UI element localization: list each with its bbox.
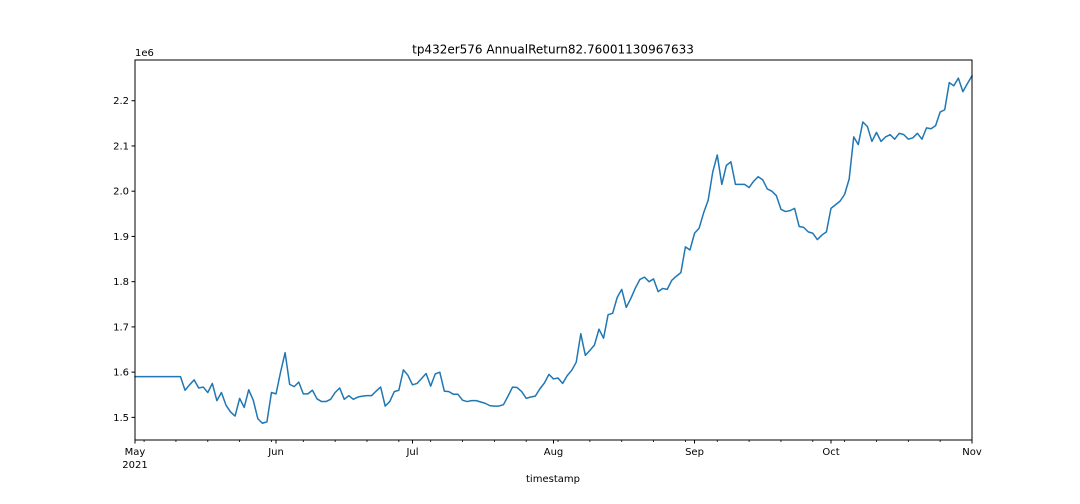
x-tick-sublabel: 2021 — [122, 460, 147, 471]
y-tick-label: 1.5 — [113, 413, 129, 424]
axes-frame — [134, 59, 973, 441]
y-tick-label: 2.0 — [113, 187, 129, 198]
x-tick-label: Jun — [267, 447, 284, 458]
y-scale-label: 1e6 — [135, 48, 154, 59]
x-axis: May 2021 Jun Jul Aug Sep Oct Nov — [122, 440, 982, 471]
x-axis-label: timestamp — [526, 474, 580, 485]
y-tick-label: 1.9 — [113, 232, 129, 243]
y-tick-label: 1.8 — [113, 277, 129, 288]
series-line — [134, 74, 974, 425]
x-tick-label: Sep — [685, 447, 704, 458]
y-tick-label: 2.2 — [113, 96, 129, 107]
y-axis: 1.5 1.6 1.7 1.8 1.9 2.0 2.1 2.2 — [113, 96, 135, 424]
y-tick-label: 2.1 — [113, 141, 129, 152]
x-tick-label: Oct — [822, 447, 839, 458]
chart-title: tp432er576 AnnualReturn82.76001130967633 — [412, 43, 694, 57]
x-tick-label: Nov — [962, 447, 982, 458]
x-tick-label: May — [125, 447, 146, 458]
x-tick-label: Jul — [405, 447, 418, 458]
x-tick-label: Aug — [544, 447, 564, 458]
y-tick-label: 1.6 — [113, 368, 129, 379]
y-tick-label: 1.7 — [113, 322, 129, 333]
plot-area: 1.5 1.6 1.7 1.8 1.9 2.0 2.1 2.2 May 2021 Jun Jul Au… — [113, 59, 982, 471]
